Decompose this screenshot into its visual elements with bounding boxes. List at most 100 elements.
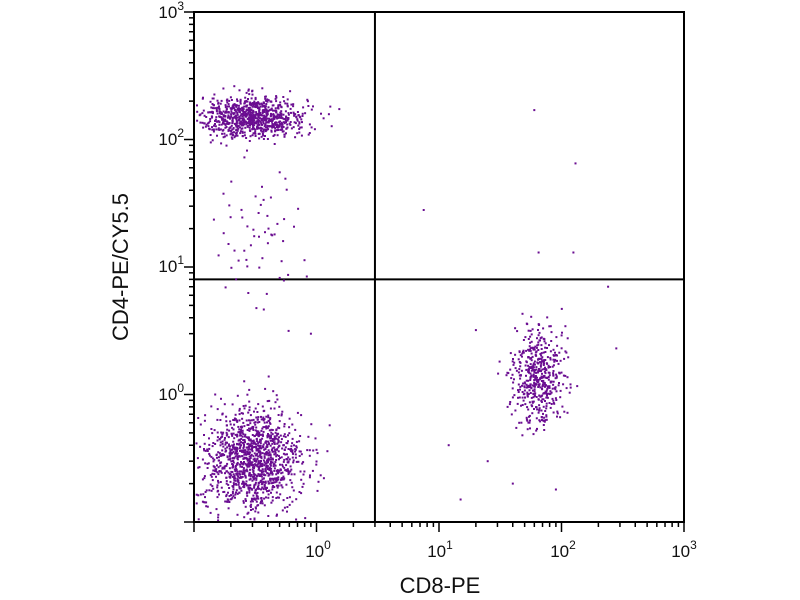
- data-point: [528, 414, 531, 417]
- data-point: [257, 442, 260, 445]
- data-point: [218, 470, 221, 472]
- data-point: [233, 474, 236, 477]
- data-point: [258, 441, 261, 443]
- data-point: [545, 389, 548, 392]
- data-point: [288, 503, 291, 506]
- data-point: [219, 481, 222, 483]
- data-point: [274, 107, 277, 110]
- data-point: [302, 473, 305, 476]
- data-point: [256, 120, 259, 123]
- data-point: [264, 441, 267, 444]
- data-point: [289, 479, 292, 482]
- data-point: [212, 442, 215, 444]
- data-point: [539, 337, 542, 340]
- data-point: [546, 347, 548, 349]
- data-point: [216, 456, 218, 459]
- data-point: [246, 125, 249, 128]
- data-point: [275, 437, 278, 440]
- data-point: [234, 455, 237, 458]
- data-point: [227, 243, 230, 245]
- data-point: [254, 464, 257, 466]
- data-point: [233, 417, 236, 420]
- data-point: [269, 407, 272, 410]
- data-point: [291, 423, 294, 426]
- data-point: [267, 515, 270, 517]
- data-point: [521, 396, 524, 399]
- data-point: [260, 500, 262, 503]
- data-point: [223, 132, 226, 135]
- data-point: [528, 421, 531, 424]
- data-point: [254, 135, 257, 137]
- data-point: [267, 227, 270, 230]
- data-point: [292, 461, 295, 464]
- data-point: [237, 107, 240, 110]
- data-point: [205, 489, 208, 492]
- data-point: [261, 468, 264, 471]
- data-point: [231, 118, 234, 121]
- data-point: [234, 493, 237, 496]
- data-point: [252, 117, 255, 120]
- data-point: [512, 358, 514, 360]
- data-point: [199, 121, 202, 124]
- data-point: [259, 105, 262, 108]
- data-point: [537, 358, 539, 361]
- data-point: [266, 443, 269, 446]
- data-point: [246, 470, 249, 473]
- data-point: [218, 112, 221, 115]
- data-point: [223, 490, 226, 493]
- data-point: [238, 447, 241, 450]
- data-point: [215, 116, 218, 119]
- data-point: [330, 125, 333, 128]
- data-point: [527, 408, 530, 411]
- data-point: [208, 128, 211, 131]
- data-point: [286, 461, 289, 464]
- data-point: [280, 121, 283, 124]
- data-point: [240, 489, 243, 492]
- data-point: [243, 472, 245, 475]
- data-point: [211, 139, 214, 142]
- data-point: [255, 478, 258, 481]
- data-point: [274, 448, 277, 451]
- data-point: [242, 439, 245, 442]
- data-point: [531, 328, 534, 331]
- data-point: [282, 452, 285, 455]
- data-point: [298, 450, 301, 453]
- data-point: [242, 463, 245, 466]
- data-point: [542, 405, 545, 408]
- data-point: [283, 423, 286, 425]
- data-point: [309, 332, 312, 335]
- data-point: [224, 447, 227, 450]
- data-point: [253, 435, 256, 438]
- data-point: [233, 419, 236, 422]
- data-point: [231, 122, 234, 125]
- data-point: [552, 364, 555, 367]
- data-point: [260, 457, 263, 460]
- data-point: [228, 429, 231, 432]
- data-point: [245, 419, 248, 422]
- data-point: [254, 195, 257, 198]
- data-point: [266, 400, 269, 403]
- data-point: [519, 388, 521, 391]
- data-point: [253, 114, 256, 117]
- data-point: [274, 116, 277, 119]
- data-point: [545, 407, 548, 410]
- data-point: [266, 490, 268, 493]
- data-point: [540, 362, 543, 365]
- data-point: [279, 457, 281, 459]
- data-point: [256, 465, 259, 468]
- data-point: [274, 478, 277, 481]
- data-point: [281, 471, 284, 474]
- data-point: [233, 131, 235, 134]
- data-point: [257, 416, 260, 419]
- data-point: [222, 232, 225, 235]
- data-point: [226, 433, 229, 436]
- data-point: [541, 356, 544, 359]
- data-point: [207, 125, 210, 128]
- data-point: [278, 444, 281, 447]
- data-point: [247, 112, 250, 114]
- data-point: [529, 427, 531, 430]
- data-point: [247, 118, 250, 120]
- data-point: [204, 125, 207, 128]
- data-point: [274, 464, 277, 467]
- data-point: [295, 460, 298, 463]
